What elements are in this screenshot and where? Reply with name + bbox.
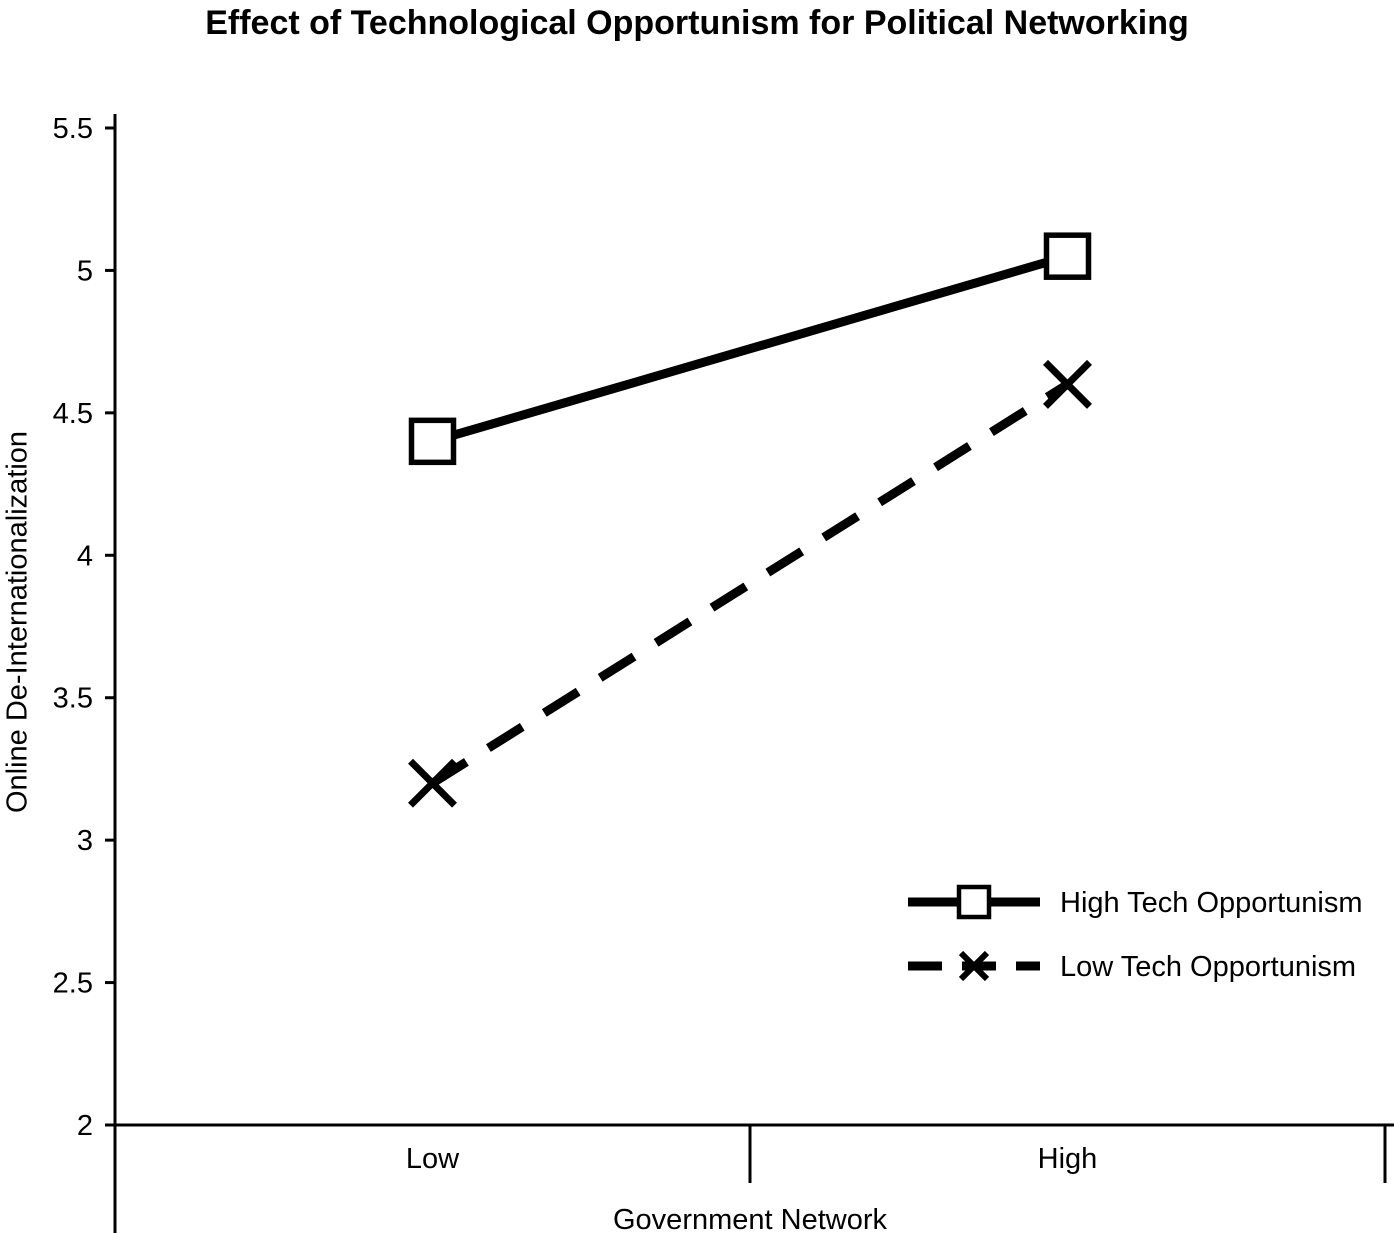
series-line-dashed — [430, 380, 1070, 787]
chart-title: Effect of Technological Opportunism for … — [205, 4, 1189, 42]
square-marker — [408, 417, 457, 466]
y-tick-label: 4 — [77, 540, 93, 572]
y-tick-label: 2 — [77, 1110, 93, 1142]
x-marker — [408, 758, 457, 808]
y-tick-label: 5 — [77, 255, 93, 287]
legend-x-marker — [958, 950, 990, 982]
y-tick-label: 2.5 — [53, 968, 93, 1000]
x-category-label: Low — [406, 1143, 460, 1175]
square-marker — [1043, 232, 1092, 280]
series-line-solid — [431, 251, 1069, 446]
x-category-label: High — [1038, 1143, 1098, 1175]
legend-label: High Tech Opportunism — [1060, 887, 1363, 919]
y-tick-label: 3 — [77, 825, 93, 857]
y-tick-label: 4.5 — [53, 398, 93, 430]
legend-square-marker — [956, 884, 992, 920]
x-marker — [1043, 359, 1092, 409]
y-tick-label: 5.5 — [53, 113, 93, 145]
y-tick-label: 3.5 — [53, 683, 93, 715]
legend-label: Low Tech Opportunism — [1060, 951, 1356, 983]
x-axis-title: Government Network — [613, 1204, 887, 1233]
